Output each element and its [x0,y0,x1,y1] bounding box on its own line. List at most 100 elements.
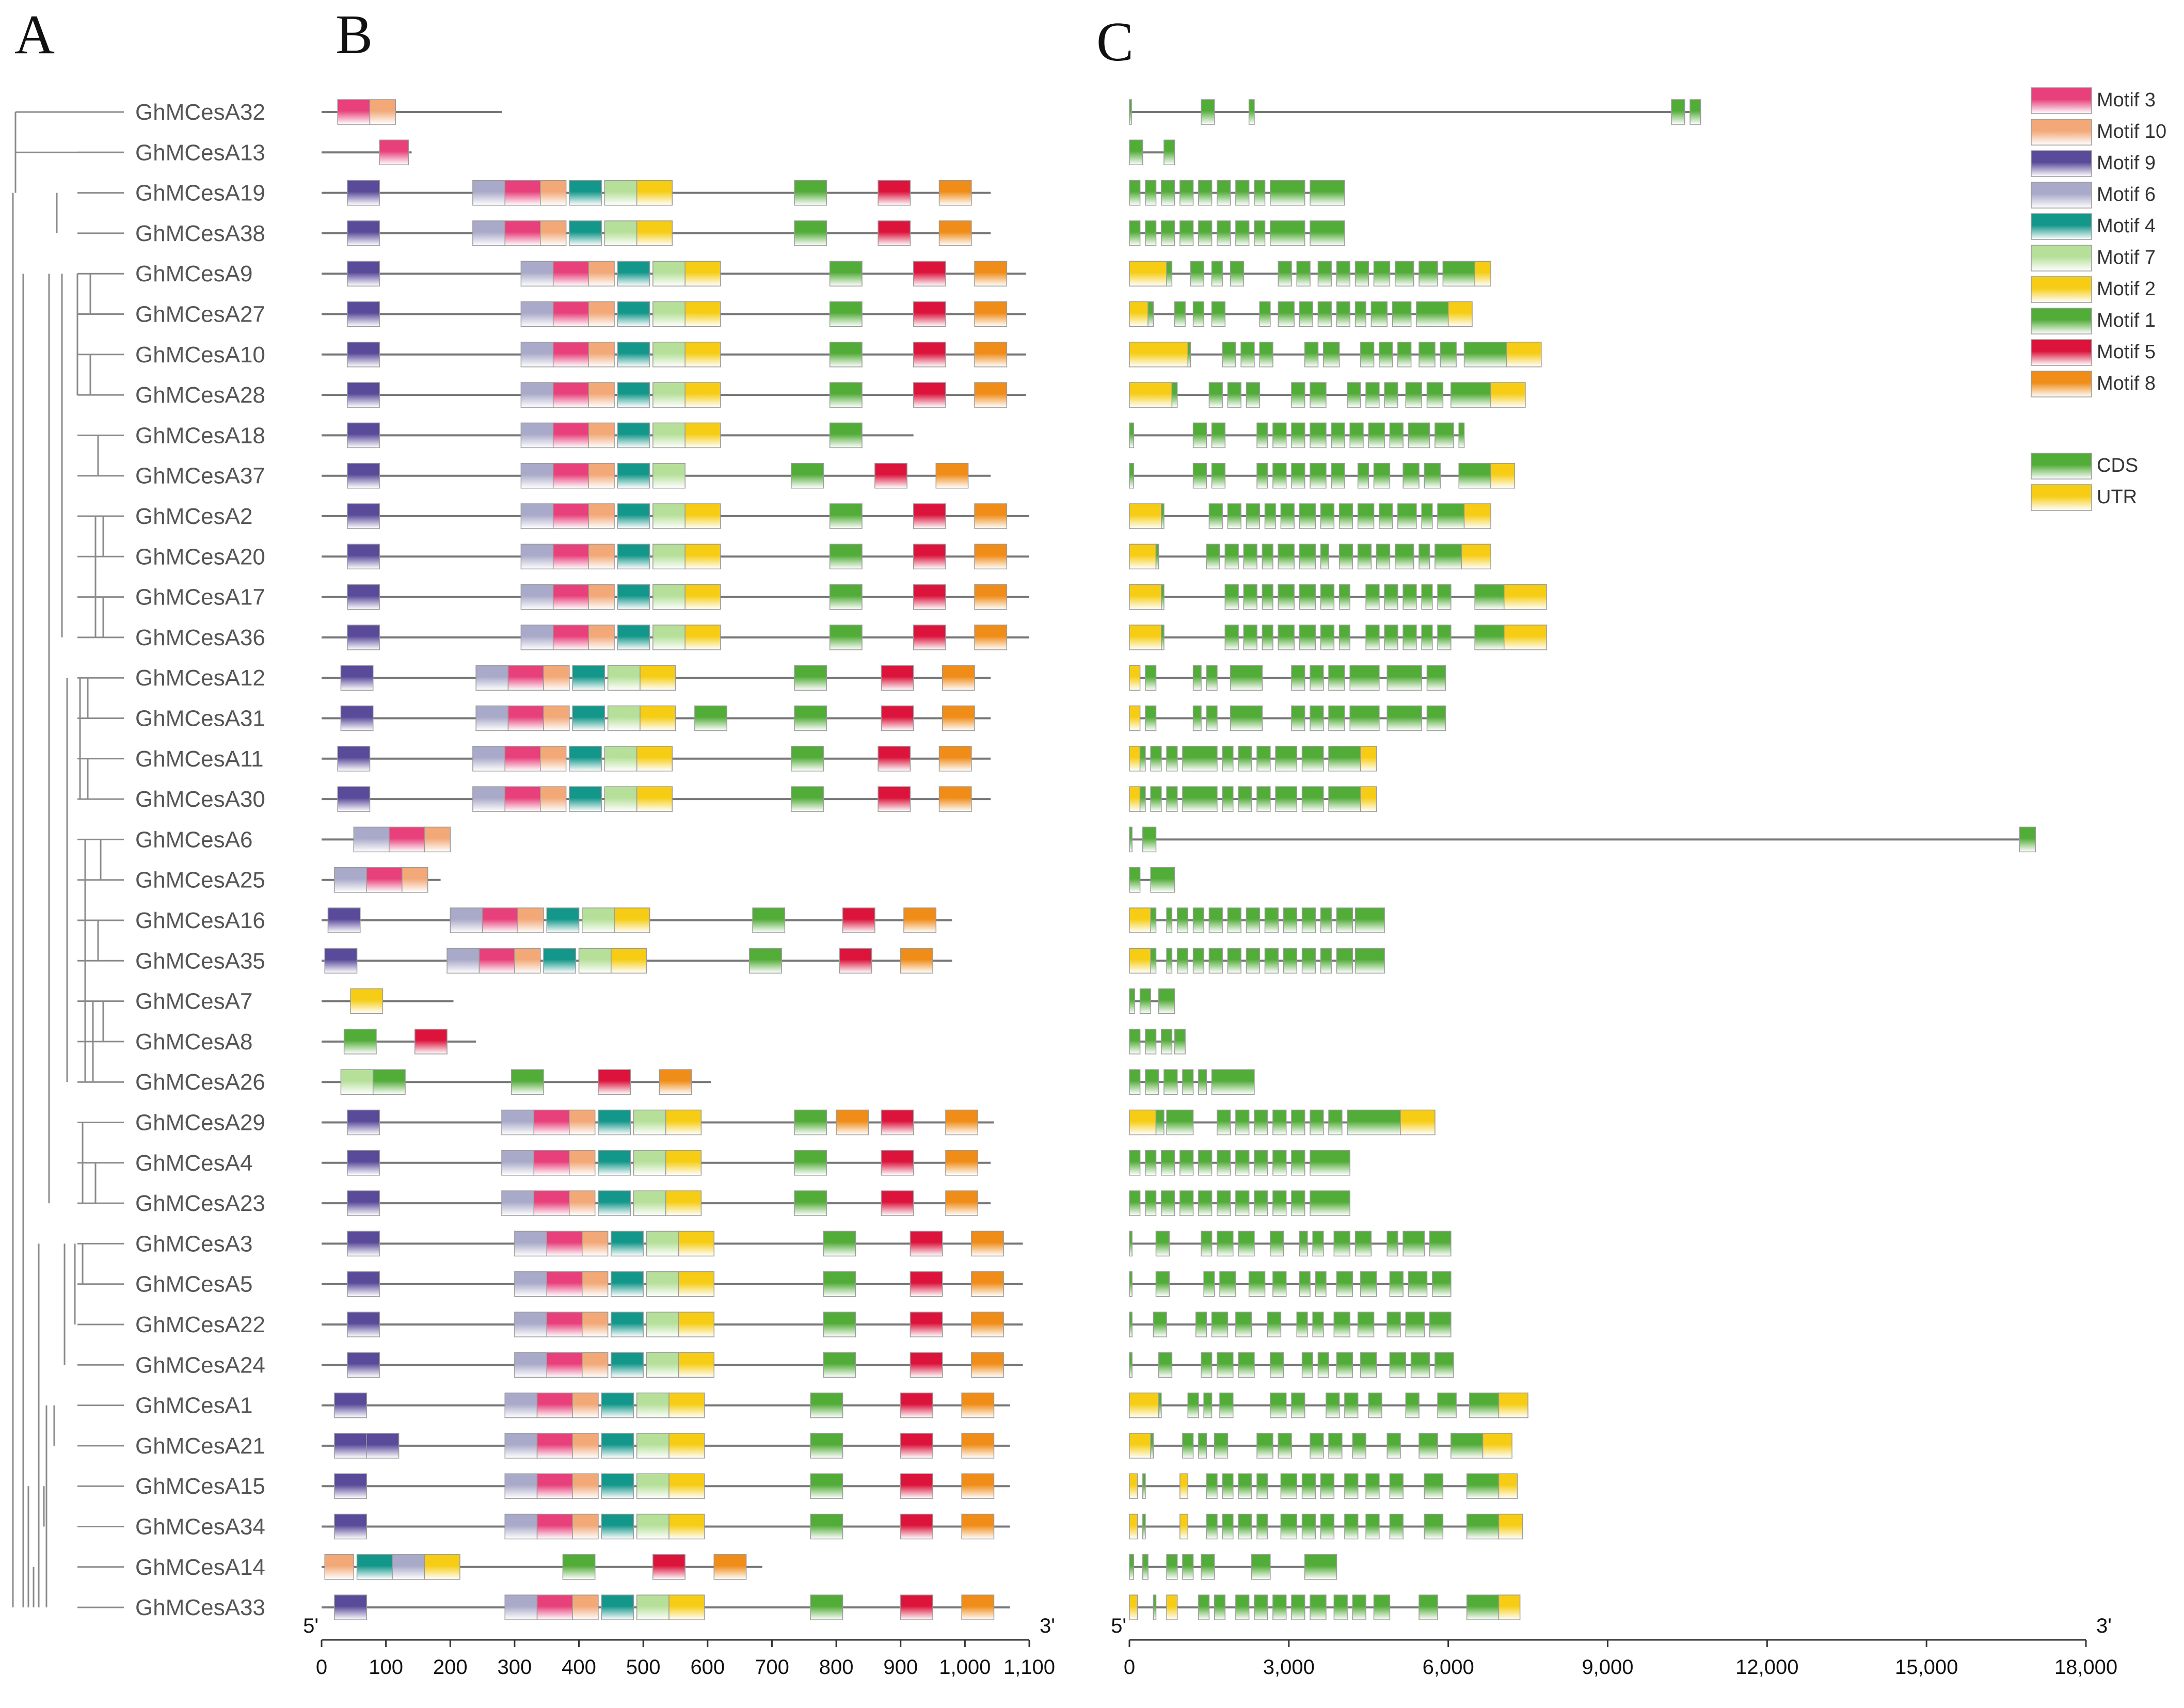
motif-box-motif-7 [636,1473,669,1499]
exon-box-cds [1394,261,1414,286]
exon-box-cds [1129,826,1133,853]
motif-box-motif-7 [652,503,686,529]
motif-box-motif-1 [810,1513,843,1540]
exon-box-cds [1283,948,1298,974]
motif-box-motif-9 [347,301,380,327]
exon-box-cds [2019,826,2036,853]
motif-box-motif-9 [334,1513,367,1540]
exon-box-utr [1129,342,1188,368]
motif-box-motif-7 [652,584,686,610]
motif-box-motif-10 [588,462,615,489]
motif-box-motif-10 [582,1312,609,1337]
exon-box-utr [1498,1513,1523,1540]
motif-box-motif-10 [402,867,428,893]
motif-box-motif-9 [347,1190,380,1216]
motif-box-motif-10 [540,180,567,206]
motif-box-motif-7 [652,382,686,408]
motif-box-motif-3 [504,220,541,246]
exon-box-cds [1368,1392,1382,1418]
motif-box-motif-3 [552,503,589,529]
exon-box-cds [1142,1473,1146,1499]
motif-box-motif-6 [353,826,390,853]
motif-box-motif-8 [961,1594,995,1620]
exon-box-cds [1368,422,1385,449]
exon-box-utr [1129,665,1141,691]
exon-box-utr [1129,907,1151,933]
motif-box-motif-8 [935,462,969,489]
motif-panel [322,99,1029,1620]
motif-box-motif-5 [652,1554,686,1580]
motif-box-motif-5 [910,1352,943,1378]
gene-label: GhMCesA9 [135,261,252,286]
motif-box-motif-7 [646,1352,679,1378]
exon-box-cds [1389,1352,1407,1378]
motif-box-motif-10 [540,746,567,772]
gene-label: GhMCesA3 [135,1231,252,1256]
exon-box-cds [1208,948,1223,974]
exon-box-cds [1254,180,1266,206]
exon-box-cds [1198,180,1213,206]
exon-box-cds [1469,1392,1500,1418]
exon-box-cds [1227,907,1241,933]
motif-box-motif-6 [520,301,554,327]
exon-box-cds [1373,462,1391,489]
exon-box-cds [1291,665,1305,691]
exon-box-cds [1262,544,1273,570]
motif-box-motif-2 [684,544,721,570]
exon-box-cds [1312,1312,1324,1337]
motif-box-motif-5 [881,1109,914,1136]
exon-box-cds [1386,1433,1401,1459]
motif-box-motif-9 [334,1392,367,1418]
exon-box-cds [1310,1190,1350,1216]
exon-box-cds [1310,462,1327,489]
exon-box-cds [1328,1109,1343,1136]
motif-box-motif-2 [665,1150,702,1176]
exon-box-cds [1402,625,1417,650]
exon-box-cds [1320,625,1335,650]
gene-label: GhMCesA11 [135,746,264,772]
exon-box-cds [1437,584,1452,610]
exon-box-cds [1182,1554,1194,1580]
exon-box-cds [1360,1271,1377,1297]
gene-label: GhMCesA19 [135,181,265,206]
motif-box-motif-9 [334,1433,367,1459]
motif-box-motif-8 [961,1513,995,1540]
exon-box-cds [1386,1231,1398,1257]
motif-box-motif-2 [636,220,673,246]
exon-box-cds [1243,625,1257,650]
exon-box-cds [1192,665,1202,691]
exon-box-cds [1264,907,1279,933]
exon-box-cds [1310,220,1345,246]
exon-box-cds [1161,1190,1175,1216]
motif-box-motif-9 [347,544,380,570]
exon-box-cds [1174,1029,1186,1055]
exon-box-cds [1278,625,1295,650]
motif-box-motif-6 [514,1271,547,1297]
exon-box-cds [1365,1473,1380,1499]
motif-box-motif-8 [938,786,972,812]
exon-box-utr [1498,1594,1521,1620]
exon-box-cds [1166,746,1178,772]
exon-box-cds [1272,1190,1287,1216]
motif-box-motif-3 [536,1594,573,1620]
motif-box-motif-6 [475,665,509,691]
motif-box-motif-7 [652,342,686,368]
exon-box-cds [1211,1312,1229,1337]
motif-box-motif-7 [646,1312,679,1337]
phylogenetic-tree [12,111,124,1608]
motif-box-motif-1 [343,1029,377,1055]
motif-box-motif-6 [447,948,480,974]
exon-box-cds [1238,1473,1252,1499]
motif-box-motif-2 [678,1231,715,1257]
motif-box-motif-2 [668,1392,705,1418]
exon-box-cds [1142,1513,1146,1540]
exon-box-cds [1129,462,1134,489]
motif-box-motif-5 [839,948,872,974]
motif-box-motif-9 [347,1109,380,1136]
exon-box-cds [1365,584,1380,610]
gene-label: GhMCesA2 [135,504,252,529]
exon-box-cds [1357,1312,1375,1337]
motif-box-motif-6 [392,1554,425,1580]
exon-box-cds [1192,705,1202,731]
exon-box-utr [1129,261,1167,286]
